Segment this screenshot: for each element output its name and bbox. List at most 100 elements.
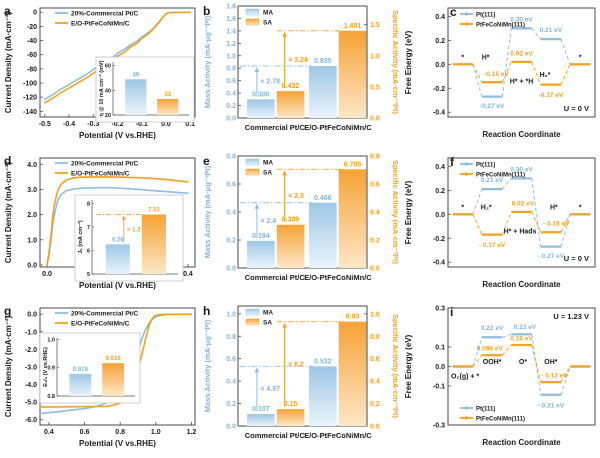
panel-h-orr-activity-bars: 0.0 0.2 0.4 0.6 0.8 1.0 0.0 0.2 0.4 0.6 0.8 1.0 Mass…	[200, 300, 400, 458]
energy-connector	[531, 178, 542, 247]
bar-value-label: 0.835	[314, 58, 332, 65]
energy-connector	[472, 354, 483, 367]
y-tick-label: -0.4	[433, 260, 445, 267]
legend-swatch	[245, 158, 260, 166]
bar-ma-2	[308, 66, 337, 118]
chart-d: 0.00.10.20.30.40.01.02.03.04.0Potential …	[4, 154, 196, 290]
category-label: Commercial Pt/C	[245, 123, 306, 132]
inset-tick-label: 6	[87, 249, 90, 255]
energy-connector	[472, 214, 483, 235]
right-tick-label: 0.0	[370, 266, 380, 273]
inset-bar	[105, 244, 130, 274]
potential-annotation: U = 0 V	[564, 254, 589, 263]
inset-y-axis-label: E₁/₂ (V vs.RHE)	[43, 347, 49, 387]
energy-value-label: - 0.12 eV	[541, 373, 568, 380]
inset-bar-value: 33	[164, 92, 171, 98]
inset-bar-value: 49	[132, 72, 139, 78]
inset-bar	[157, 98, 179, 115]
y-tick-label: 1.0	[27, 237, 37, 244]
left-tick-label: 1.6	[226, 16, 236, 23]
fold-ratio-label: × 4.97	[260, 386, 280, 393]
x-tick-label: 1.2	[187, 429, 197, 436]
inset-bar	[141, 214, 166, 274]
left-tick-label: 0.6	[226, 182, 236, 189]
panel-letter: h	[203, 304, 210, 318]
chart-f: 0.4 0.2 0.0 -0.2 -0.4 Reaction Coordinate Free…	[404, 155, 596, 289]
bar-value-label: 0.194	[252, 233, 270, 240]
right-tick-label: 0.8	[370, 154, 380, 161]
state-label: OOH*	[483, 359, 502, 366]
bar-value-label: 0.93	[346, 314, 360, 321]
inset-tick-label: 0.8	[47, 394, 55, 400]
legend-marker	[465, 162, 468, 166]
y-tick-label: 0.0	[435, 62, 445, 69]
inset-tick-label: 8	[87, 202, 90, 208]
energy-connector	[560, 38, 571, 65]
right-axis-label: Specific Activity (mA·cm⁻²Pt)	[391, 160, 400, 265]
energy-value-label: - 0.17 eV	[479, 242, 506, 249]
energy-connector	[560, 214, 571, 233]
x-axis-label: Potential (V vs.RHE)	[79, 281, 156, 290]
inset-bar	[69, 373, 92, 396]
panel-letter: e	[203, 154, 210, 168]
legend-marker	[465, 12, 468, 16]
bar-sa-1	[276, 224, 305, 268]
y-tick-label: 0.0	[27, 262, 37, 269]
state-label: H*	[550, 205, 558, 212]
inset-bar-value: 0.878	[73, 367, 89, 373]
fold-ratio-label: × 2.3	[288, 193, 304, 200]
bar-value-label: 0.532	[314, 358, 332, 365]
curve-series-1	[43, 11, 191, 104]
legend-label: E/O-PtFeCoNiMn/C	[71, 321, 130, 328]
category-label: E/O-PtFeCoNiMn/C	[304, 431, 372, 440]
left-tick-label: 0.2	[226, 401, 236, 408]
y-tick-label: -0.4	[433, 110, 445, 117]
inset-tick-label: 5	[87, 272, 90, 278]
potential-annotation: U = 0 V	[564, 104, 589, 113]
axes-frame	[447, 7, 596, 118]
bar-sa-2	[338, 30, 367, 118]
left-tick-label: 1.4	[226, 28, 236, 35]
fold-ratio-label: × 6.2	[288, 361, 304, 368]
bar-ma-1	[247, 414, 275, 426]
fold-arrow-head	[254, 67, 260, 73]
legend-label: Pt(111)	[476, 163, 495, 169]
axes-frame	[447, 157, 596, 268]
energy-value-label: 0.21 eV	[540, 27, 563, 34]
inset-bar	[102, 363, 125, 396]
x-axis-label: Potential (V vs.RHE)	[79, 439, 156, 448]
legend-marker	[465, 406, 468, 410]
left-tick-label: 0.8	[226, 334, 236, 341]
right-tick-label: 0.2	[370, 401, 380, 408]
fold-arrow-head	[282, 322, 287, 328]
bar-value-label: 0.15	[284, 401, 298, 408]
x-axis-label: Reaction Coordinate	[482, 438, 561, 447]
inset-y-axis-label: Jₖ (mA cm⁻²)	[77, 220, 84, 254]
inset-bar-value: 6.26	[112, 237, 124, 243]
energy-connector	[472, 337, 483, 367]
legend-marker	[465, 172, 468, 176]
bar-ma-2	[308, 202, 337, 268]
legend-marker	[465, 416, 468, 420]
panel-a-her-polarization: -0.5 -0.4 -0.3 -0.2 -0.1 0.0 0.1 0 -20 -40 -60 -80 -…	[0, 0, 200, 150]
panel-letter: a	[4, 4, 11, 18]
panel-g-orr-polarization: 0.4 0.6 0.8 1.0 1.2 0.0 -1.0 -2.0 -3.0 -4.0 -5.0 -6…	[0, 300, 200, 458]
panel-c-her-free-energy: 0.4 0.2 0.0 -0.2 -0.4 Reaction Coordinate Free…	[400, 0, 600, 150]
inset-bar-value: 7.53	[148, 208, 160, 214]
category-label: Commercial Pt/C	[245, 431, 306, 440]
panel-letter: c	[450, 5, 457, 19]
panel-i-orr-free-energy: 0.3 0.1 0.0 -0.1 -0.3 Reaction Coordinate Free…	[400, 300, 600, 458]
energy-value-label: 0.02 eV	[512, 201, 535, 208]
bar-ma-1	[247, 99, 275, 118]
energy-connector	[531, 61, 542, 85]
x-tick-label: -0.2	[111, 121, 123, 128]
left-axis-label: Mass Activity (mA·μg⁻¹Pt)	[203, 165, 212, 258]
inset-tick-label: 60	[105, 64, 111, 70]
category-label: E/O-PtFeCoNiMn/C	[304, 123, 372, 132]
inset-y-axis-label: η @ 10 mA cm⁻² (mV)	[98, 60, 105, 116]
x-tick-label: 0.1	[185, 121, 195, 128]
y-tick-label: -4.0	[25, 382, 37, 389]
chart-h: 0.0 0.2 0.4 0.6 0.8 1.0 0.0 0.2 0.4 0.6 0.8 1.0 Mass…	[203, 304, 400, 440]
energy-connector	[531, 211, 542, 233]
left-tick-label: 1.8	[226, 4, 236, 11]
